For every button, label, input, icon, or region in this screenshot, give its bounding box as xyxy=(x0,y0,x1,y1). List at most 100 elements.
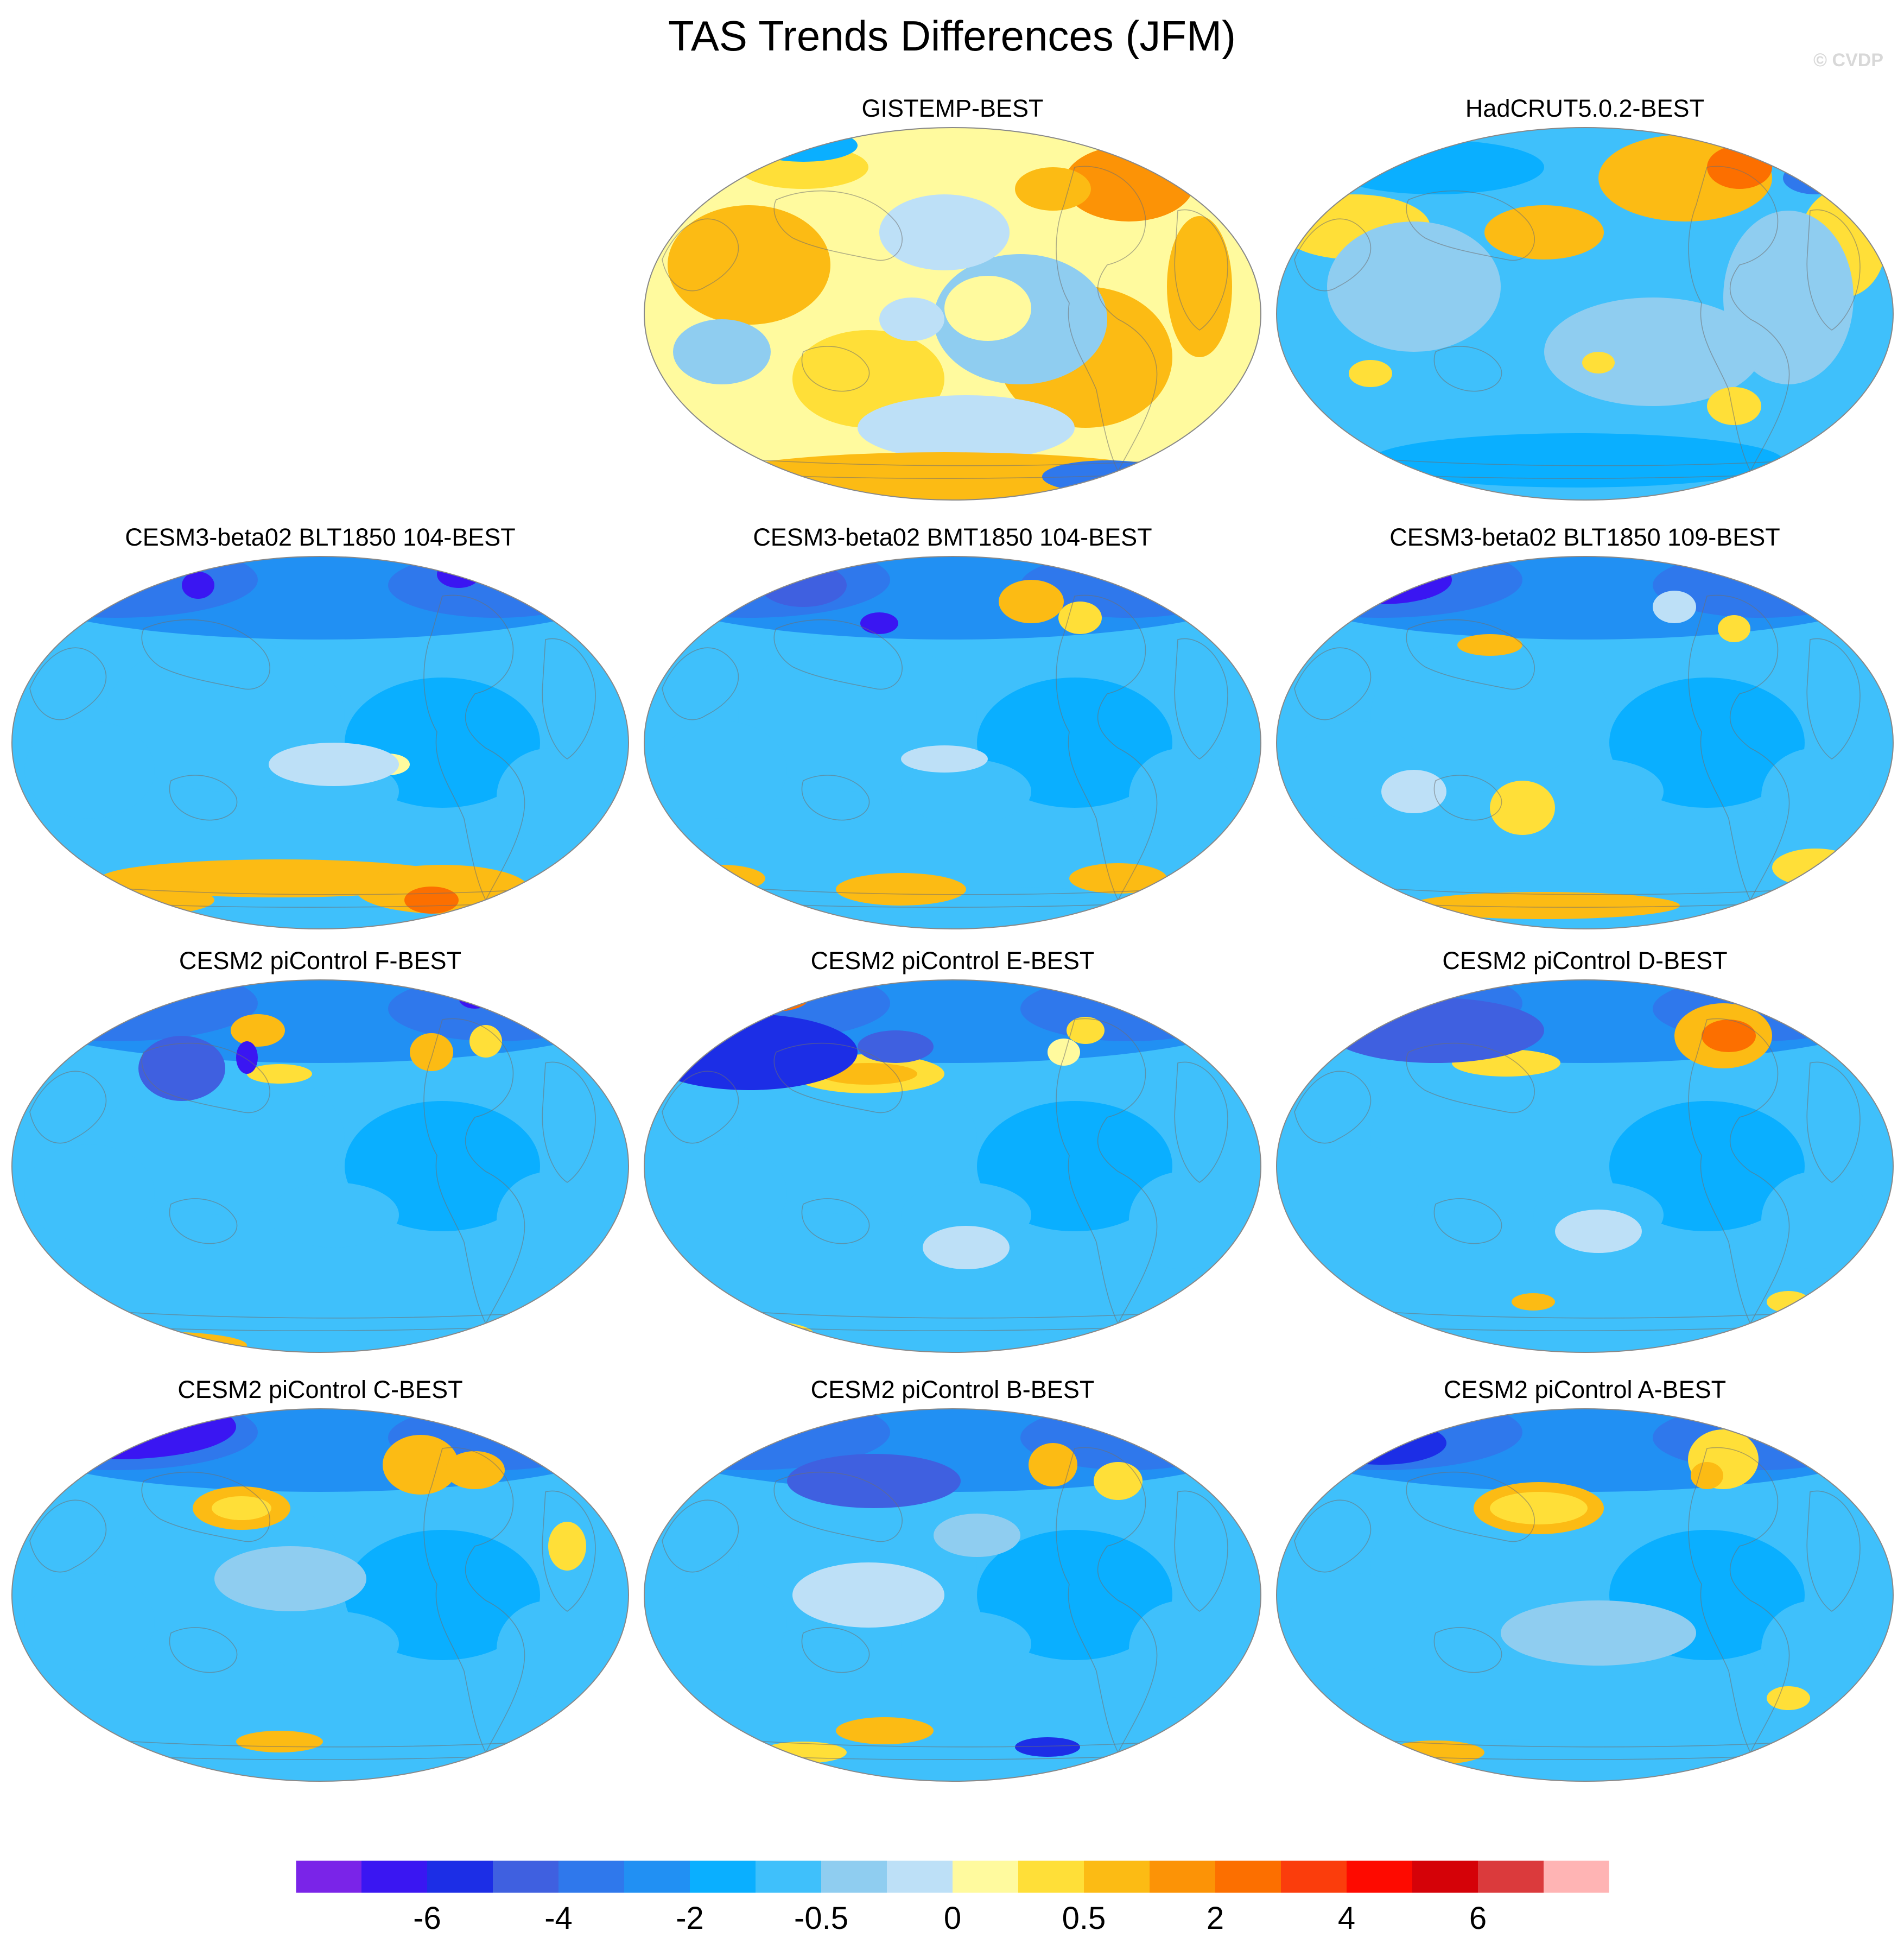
map-blt104 xyxy=(11,556,629,929)
anomaly-patch xyxy=(1457,634,1522,656)
anomaly-patch xyxy=(944,276,1031,341)
coastline xyxy=(1174,1061,1228,1183)
anomaly-patch xyxy=(24,1144,155,1242)
anomaly-patch xyxy=(760,564,847,607)
coastline xyxy=(1406,190,1535,261)
map-border xyxy=(1276,127,1894,501)
anomaly-patch xyxy=(657,1144,787,1242)
anomaly-patch xyxy=(901,759,1031,824)
panel-blt104: CESM3-beta02 BLT1850 104-BEST xyxy=(8,522,632,935)
anomaly-patch xyxy=(138,1036,225,1101)
coastline xyxy=(801,775,870,821)
panel-blt109: CESM3-beta02 BLT1850 109-BEST xyxy=(1273,522,1897,935)
coastline xyxy=(1294,218,1372,292)
panel-pic-f: CESM2 piControl F-BEST xyxy=(8,946,632,1358)
colorbar-tick-label: 0 xyxy=(944,1901,961,1936)
map-border xyxy=(644,1408,1261,1782)
anomaly-patch xyxy=(1327,998,1544,1063)
anomaly-patch xyxy=(860,612,898,634)
map-border xyxy=(644,556,1261,929)
coastline xyxy=(1433,775,1502,821)
anomaly-patch xyxy=(649,1310,1256,1352)
panel-title: CESM2 piControl E-BEST xyxy=(810,947,1095,974)
coastline xyxy=(141,1042,270,1113)
anomaly-patch xyxy=(1058,602,1102,634)
colorbar-swatch xyxy=(690,1860,756,1893)
coastline xyxy=(773,619,903,690)
coastline xyxy=(1806,1490,1861,1612)
coastline xyxy=(169,1198,238,1244)
coastline xyxy=(423,1018,525,1325)
colorbar-swatch xyxy=(1412,1860,1478,1893)
panel-title: CESM3-beta02 BLT1850 104-BEST xyxy=(125,523,516,551)
colorbar-swatch xyxy=(624,1860,690,1893)
coastline xyxy=(1688,1018,1790,1325)
coastline xyxy=(801,1198,870,1244)
anomaly-patch xyxy=(1327,221,1501,352)
colorbar-swatch xyxy=(953,1860,1018,1893)
coastline xyxy=(1806,1061,1861,1183)
anomaly-patch xyxy=(1707,145,1772,189)
anomaly-patch xyxy=(106,1063,345,1215)
anomaly-patch xyxy=(1761,1172,1870,1269)
colorbar-swatch xyxy=(1281,1860,1347,1893)
anomaly-patch xyxy=(836,873,966,906)
anomaly-patch xyxy=(657,1573,787,1671)
anomaly-patch xyxy=(1484,205,1604,260)
anomaly-patch xyxy=(345,1101,540,1231)
coastline xyxy=(1433,1627,1502,1673)
colorbar-tick-label: 6 xyxy=(1469,1901,1487,1936)
panel-pic-a: CESM2 piControl A-BEST xyxy=(1273,1375,1897,1787)
anomaly-patch xyxy=(1370,1063,1609,1215)
coastline xyxy=(801,346,870,392)
anomaly-patch xyxy=(1691,1462,1723,1489)
anomaly-patch xyxy=(977,1101,1172,1231)
anomaly-patch xyxy=(1370,640,1609,792)
panel-title: GISTEMP-BEST xyxy=(861,94,1044,122)
anomaly-patch xyxy=(678,865,765,892)
anomaly-patch xyxy=(1048,1039,1080,1066)
panel-pic-e: CESM2 piControl E-BEST xyxy=(640,946,1265,1358)
anomaly-patch xyxy=(836,1717,934,1744)
anomaly-patch xyxy=(16,1739,624,1781)
coastline xyxy=(29,647,107,720)
anomaly-patch xyxy=(787,1454,961,1508)
anomaly-patch xyxy=(1015,1737,1080,1757)
anomaly-patch xyxy=(1702,1020,1756,1052)
anomaly-patch xyxy=(1767,1291,1810,1313)
colorbar-swatch xyxy=(887,1860,953,1893)
anomaly-patch xyxy=(1167,216,1232,357)
anomaly-patch xyxy=(269,743,399,786)
anomaly-patch xyxy=(858,1030,934,1063)
map-border xyxy=(11,979,629,1353)
anomaly-patch xyxy=(901,745,988,773)
anomaly-patch xyxy=(1555,1210,1642,1253)
panel-title: CESM2 piControl D-BEST xyxy=(1442,947,1728,974)
colorbar-swatch xyxy=(756,1860,821,1893)
panel-title: CESM2 piControl B-BEST xyxy=(810,1376,1095,1403)
anomaly-patch xyxy=(236,1731,323,1752)
colorbar-swatch xyxy=(821,1860,887,1893)
anomaly-patch xyxy=(437,561,480,588)
colorbar-tick-label: 0.5 xyxy=(1062,1901,1106,1936)
anomaly-patch xyxy=(24,1573,155,1671)
anomaly-patch xyxy=(16,1310,624,1352)
anomaly-patch xyxy=(738,1063,977,1215)
panel-pic-b: CESM2 piControl B-BEST xyxy=(640,1375,1265,1787)
anomaly-patch xyxy=(706,1321,814,1348)
anomaly-patch xyxy=(1408,892,1680,919)
anomaly-patch xyxy=(1783,162,1848,194)
anomaly-patch xyxy=(1069,863,1167,894)
coastline xyxy=(423,1447,525,1754)
anomaly-patch xyxy=(1029,1443,1077,1486)
coastline xyxy=(662,1071,739,1144)
coastline xyxy=(1056,1447,1158,1754)
colorbar-frame xyxy=(295,1860,1610,1894)
cvdp-watermark: © CVDP xyxy=(1813,50,1883,71)
anomaly-patch xyxy=(1129,748,1237,846)
coastline xyxy=(542,1490,596,1612)
map-pic-a xyxy=(1276,1408,1894,1782)
coastline xyxy=(1056,1018,1158,1325)
anomaly-patch xyxy=(1289,1573,1419,1671)
anomaly-patch xyxy=(410,1033,453,1071)
